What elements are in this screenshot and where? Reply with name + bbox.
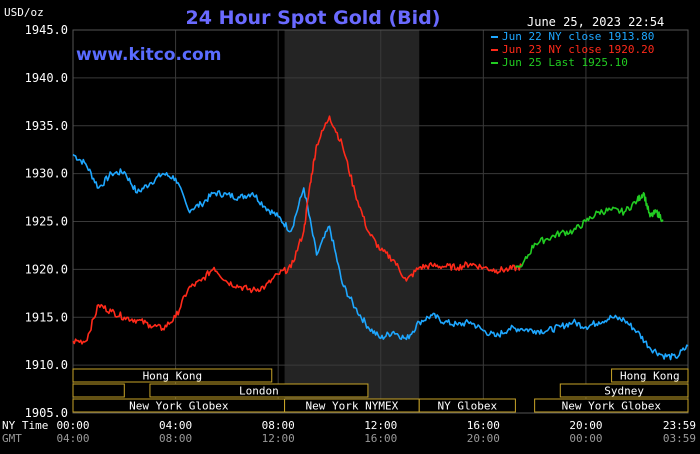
x-tick-label: 12:00 [364,419,397,432]
x-tick-label: 23:59 [663,419,696,432]
x-tick-label: 12:00 [262,432,295,445]
x-tick-label: 04:00 [159,419,192,432]
series-line-1 [72,153,689,361]
axes: 1945.0 1940.0 1935.0 1930.0 1925.0 1920.0 1915… [2,23,696,445]
series-layer [72,115,689,361]
series-line-3 [521,192,664,267]
x-tick-label: 20:00 [467,432,500,445]
y-tick-label: 1940.0 [25,71,68,85]
x-tick-label: 16:00 [467,419,500,432]
plot-frame [72,29,689,414]
y-tick-label: 1920.0 [25,262,68,276]
y-tick-label: 1910.0 [25,358,68,372]
session-label: New York NYMEX [306,400,399,413]
y-tick-label: 1930.0 [25,167,68,181]
legend-entry: Jun 25 Last 1925.10 [502,56,628,69]
session-label: New York Globex [562,400,662,413]
x-tick-label: 04:00 [56,432,89,445]
y-tick-label: 1935.0 [25,119,68,133]
legend-entry: Jun 22 NY close 1913.80 [502,30,654,43]
x-tick-label: 08:00 [159,432,192,445]
session-bar [418,398,516,413]
session-label: NY Globex [438,400,498,413]
x-tick-label: 03:59 [663,432,696,445]
session-bar [72,368,273,383]
source-watermark: www.kitco.com [76,45,221,65]
series-line-2 [72,115,523,345]
session-label: New York Globex [129,400,229,413]
y-tick-label: 1905.0 [25,406,68,420]
session-bar [149,383,369,398]
y-tick-label: 1915.0 [25,310,68,324]
legend-entry: Jun 23 NY close 1920.20 [502,43,654,56]
session-bar [611,368,689,383]
x-tick-label: 08:00 [262,419,295,432]
x-axis-row-label: NY Time [2,419,48,432]
x-tick-label: 16:00 [364,432,397,445]
date-label: June 25, 2023 22:54 [527,15,664,29]
session-label: Hong Kong [143,370,203,383]
x-tick-label: 00:00 [56,419,89,432]
session-bar [72,383,125,398]
x-tick-label: 20:00 [569,419,602,432]
chart-title: 24 Hour Spot Gold (Bid) [186,7,441,29]
session-bar [559,383,689,398]
y-tick-label: 1925.0 [25,215,68,229]
grid [72,29,689,414]
session-label: London [239,385,279,398]
y-tick-label: 1945.0 [25,23,68,37]
y-axis-unit-label: USD/oz [4,6,44,19]
x-tick-label: 00:00 [569,432,602,445]
session-label: Sydney [604,385,644,398]
market-sessions: Hong Kong London New York Globex New York N… [72,368,689,413]
session-bar [534,398,689,413]
session-label: Hong Kong [620,370,680,383]
x-axis-row-label: GMT [2,432,22,445]
